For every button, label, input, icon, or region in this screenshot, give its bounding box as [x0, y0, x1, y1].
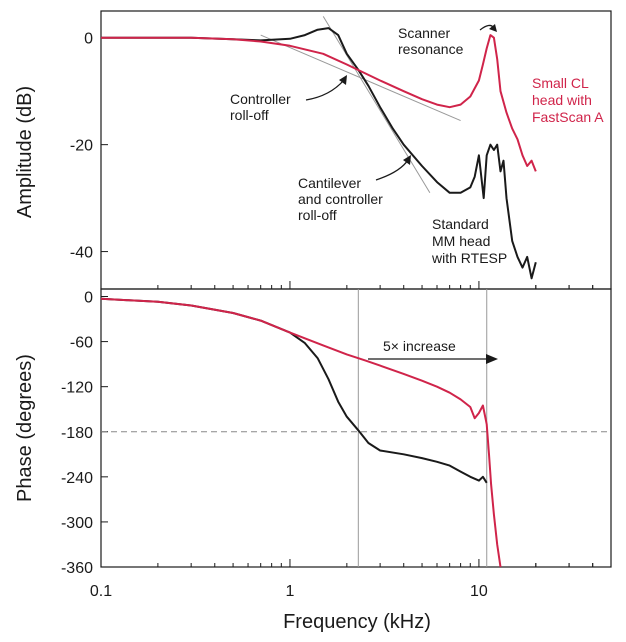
cantilever-rolloff-label: Cantilever and controller roll-off: [298, 175, 383, 223]
small-head-label: Small CL head with FastScan A: [532, 75, 604, 125]
phase-y-tick-label: -180: [61, 425, 93, 442]
small-line-1: Small CL: [532, 75, 589, 91]
cantilever-line-1: Cantilever: [298, 175, 361, 191]
amplitude-standard-mm-line: [101, 27, 537, 280]
phase-small-cl-line: [100, 297, 502, 568]
amplitude-y-tick-label: -20: [70, 138, 93, 155]
phase-y-tick-label: -120: [61, 380, 93, 397]
x-axis-label: Frequency (kHz): [283, 611, 431, 633]
amplitude-plot-frame: [100, 10, 612, 290]
cantilever-line-3: roll-off: [298, 207, 337, 223]
x-tick-label: 1: [286, 583, 295, 600]
x-tick-label: 10: [470, 583, 488, 600]
phase-y-tick-label: -60: [70, 335, 93, 352]
standard-line-3: with RTESP: [431, 250, 507, 266]
controller-arrowhead: [339, 75, 347, 85]
cantilever-line-2: and controller: [298, 191, 383, 207]
cantilever-arrow: [375, 159, 409, 181]
cantilever-arrowhead: [403, 155, 411, 165]
phase-y-tick-label: -360: [61, 560, 93, 577]
phase-plot-frame: [100, 288, 612, 568]
data-lines: [100, 16, 611, 568]
small-line-2: head with: [532, 92, 592, 108]
phase-y-tick-label: 0: [84, 290, 93, 307]
standard-head-label: Standard MM head with RTESP: [431, 216, 507, 266]
small-line-3: FastScan A: [532, 109, 604, 125]
controller-line-2: roll-off: [230, 107, 269, 123]
amplitude-y-tick-label: 0: [84, 31, 93, 48]
phase-standard-mm-line: [100, 297, 488, 484]
amplitude-y-axis-label: Amplitude (dB): [14, 86, 36, 218]
five-x-increase-arrowhead: [486, 354, 498, 364]
five-x-increase-label: 5× increase: [383, 338, 456, 354]
scanner-line-2: resonance: [398, 41, 464, 57]
controller-arrow: [305, 79, 345, 101]
standard-line-2: MM head: [432, 233, 490, 249]
controller-rolloff-label: Controller roll-off: [230, 91, 291, 123]
amplitude-y-tick-label: -40: [70, 245, 93, 262]
standard-line-1: Standard: [432, 216, 489, 232]
cantilever-rolloff-asymptote: [322, 16, 431, 194]
phase-y-tick-label: -240: [61, 470, 93, 487]
x-tick-label: 0.1: [90, 583, 112, 600]
scanner-resonance-label: Scanner resonance: [398, 25, 464, 57]
controller-line-1: Controller: [230, 91, 291, 107]
phase-y-axis-label: Phase (degrees): [14, 354, 36, 502]
scanner-arrowhead: [489, 24, 497, 32]
amplitude-small-cl-line: [101, 34, 537, 172]
phase-y-tick-label: -300: [61, 515, 93, 532]
axis-ticks: 0 -20 -40 0 -60 -120 -180 -240 -300 -360 0.1 1 10: [61, 31, 612, 600]
scanner-line-1: Scanner: [398, 25, 450, 41]
